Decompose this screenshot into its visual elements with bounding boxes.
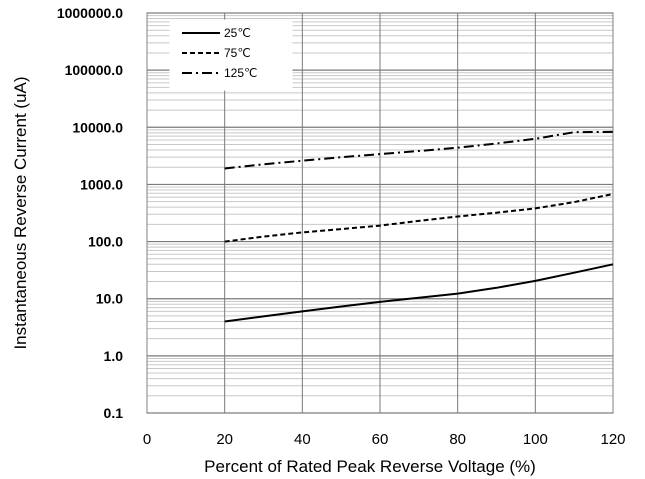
y-tick-label: 10.0 (96, 291, 123, 307)
plot-frame (146, 12, 614, 414)
x-tick-label: 40 (294, 431, 311, 448)
y-tick-label: 0.1 (104, 405, 124, 421)
legend-label: 25℃ (224, 26, 251, 40)
x-tick-label: 20 (216, 431, 233, 448)
x-tick-label: 60 (372, 431, 389, 448)
x-tick-label: 100 (523, 431, 548, 448)
y-tick-label: 1000000.0 (57, 5, 123, 21)
x-tick-label: 0 (143, 431, 151, 448)
x-tick-label: 80 (449, 431, 466, 448)
y-tick-labels: 0.1 1.0 10.0 100.0 1000.0 10000.0 100000.0 1000… (57, 5, 123, 421)
series-line-0 (224, 263, 614, 323)
y-tick-label: 1.0 (104, 348, 124, 364)
series-line-2 (224, 130, 614, 170)
x-axis-title: Percent of Rated Peak Reverse Voltage (%… (204, 457, 536, 476)
y-tick-label: 100000.0 (65, 62, 124, 78)
x-tick-label: 120 (600, 431, 625, 448)
y-tick-label: 1000.0 (80, 176, 123, 192)
y-tick-label: 10000.0 (72, 119, 123, 135)
y-axis-title: Instantaneous Reverse Current (uA) (11, 76, 30, 349)
legend: 25℃ 75℃ 125℃ (169, 19, 293, 91)
legend-box (169, 19, 293, 91)
y-tick-label: 100.0 (88, 234, 123, 250)
legend-label: 75℃ (224, 46, 251, 60)
series-lines (224, 130, 614, 323)
legend-label: 125℃ (224, 66, 258, 80)
series-line-1 (224, 193, 614, 243)
x-tick-labels: 0 20 40 60 80 100 120 (143, 431, 626, 448)
